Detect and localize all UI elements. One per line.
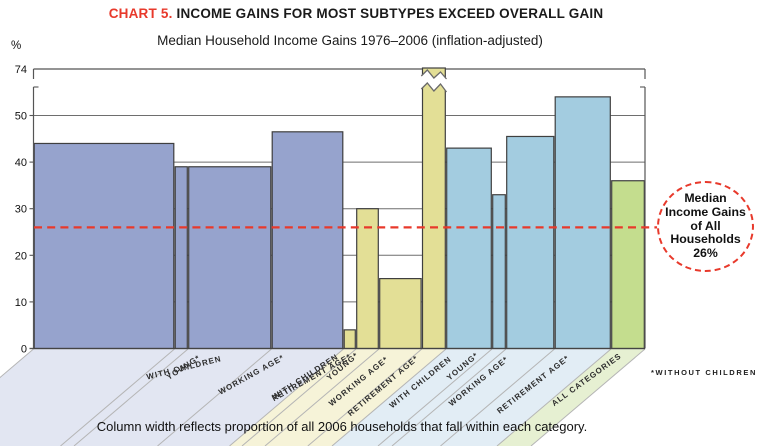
bar xyxy=(356,208,379,350)
callout-line: Income Gains xyxy=(665,204,746,219)
bar xyxy=(421,67,446,350)
band-divider xyxy=(264,348,380,446)
category-band xyxy=(60,349,188,446)
chart-subtitle: Median Household Income Gains 1976–2006 … xyxy=(157,33,543,48)
callout-line: Households xyxy=(670,232,741,247)
category-band xyxy=(74,349,272,446)
y-tick-label: 0 xyxy=(21,344,27,356)
bar xyxy=(174,166,188,350)
band-divider xyxy=(331,348,447,446)
band-divider xyxy=(157,348,272,446)
page-title: CHART 5. INCOME GAINS FOR MOST SUBTYPES … xyxy=(0,6,712,21)
callout-value: 26% xyxy=(693,246,718,261)
category-band xyxy=(497,349,645,446)
band-divider xyxy=(229,348,344,446)
bar xyxy=(554,96,611,350)
bar xyxy=(379,278,422,350)
bar xyxy=(343,329,356,350)
callout-line: of All xyxy=(690,218,721,233)
break-zigzag xyxy=(420,82,448,93)
band-divider xyxy=(440,348,555,446)
category-band xyxy=(392,349,555,446)
median-gain-callout: Median Income Gains of All Households 26… xyxy=(657,181,754,272)
band-divider xyxy=(241,348,357,446)
band-divider xyxy=(496,348,612,446)
category-band xyxy=(157,349,344,446)
footnote-without-children: *WITHOUT CHILDREN xyxy=(651,368,757,377)
y-tick-label: 50 xyxy=(15,111,27,123)
band-divider xyxy=(377,348,493,446)
band-divider xyxy=(60,348,175,446)
bar xyxy=(188,166,272,350)
break-zigzag xyxy=(420,69,447,80)
column-width-caption: Column width reflects proportion of all … xyxy=(96,419,588,434)
y-tick-label: 40 xyxy=(15,157,27,169)
band-divider xyxy=(0,348,34,379)
y-top-label: 74 xyxy=(15,64,27,76)
y-tick-label: 10 xyxy=(15,297,27,309)
category-band xyxy=(265,349,422,446)
bar-break-gap xyxy=(421,70,447,92)
band-divider xyxy=(73,348,189,446)
bar xyxy=(33,142,175,350)
y-tick-label: 20 xyxy=(15,250,27,262)
category-band xyxy=(0,349,175,446)
chart-number-label: CHART 5. xyxy=(108,6,173,21)
category-band xyxy=(332,349,492,446)
bar xyxy=(506,135,555,350)
band-divider xyxy=(391,348,507,446)
bar xyxy=(492,194,506,350)
callout-line: Median xyxy=(684,191,727,205)
band-divider xyxy=(530,348,646,446)
category-band xyxy=(440,349,611,446)
y-tick-label: 30 xyxy=(15,204,27,216)
category-band xyxy=(378,349,506,446)
chart-title-text: INCOME GAINS FOR MOST SUBTYPES EXCEED OV… xyxy=(176,6,604,21)
bar xyxy=(271,131,344,350)
y-axis-unit-label: % xyxy=(11,40,22,52)
category-band xyxy=(242,349,379,446)
bar xyxy=(611,180,645,350)
category-band xyxy=(307,349,446,446)
band-divider xyxy=(307,348,423,446)
bar xyxy=(446,147,492,350)
category-band xyxy=(229,349,356,446)
